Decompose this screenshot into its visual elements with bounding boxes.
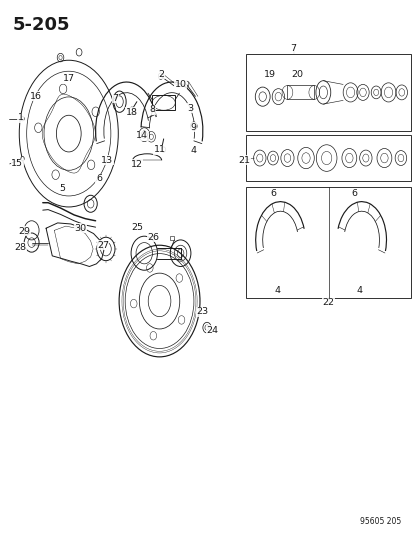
Text: 15: 15 <box>11 159 23 168</box>
Text: 19: 19 <box>263 70 275 78</box>
Text: 12: 12 <box>131 160 142 169</box>
Text: 23: 23 <box>195 307 208 316</box>
Bar <box>287 85 313 99</box>
Text: 11: 11 <box>153 145 165 154</box>
Bar <box>246 54 410 131</box>
Text: 26: 26 <box>147 233 159 242</box>
Text: 17: 17 <box>63 74 75 83</box>
Text: 7: 7 <box>112 94 118 103</box>
Text: 4: 4 <box>274 286 280 295</box>
Text: 6: 6 <box>96 174 102 183</box>
Text: 24: 24 <box>206 326 218 335</box>
Text: 30: 30 <box>74 224 86 233</box>
Text: 25: 25 <box>131 223 142 232</box>
Text: 21: 21 <box>237 156 249 165</box>
Text: 8: 8 <box>149 105 155 114</box>
Text: 3: 3 <box>187 103 193 112</box>
Circle shape <box>21 157 24 161</box>
Bar <box>246 187 410 298</box>
Text: 4: 4 <box>356 286 362 295</box>
Bar <box>169 236 174 240</box>
Text: 5: 5 <box>59 184 65 193</box>
Text: 5-205: 5-205 <box>13 15 70 34</box>
Text: 14: 14 <box>136 131 148 140</box>
Text: 9: 9 <box>190 123 196 132</box>
Text: 1: 1 <box>17 113 24 122</box>
Text: 10: 10 <box>174 79 186 88</box>
Text: 18: 18 <box>126 108 138 117</box>
Text: 28: 28 <box>14 243 26 252</box>
Text: 13: 13 <box>101 156 113 165</box>
Text: 16: 16 <box>30 92 42 101</box>
Circle shape <box>21 117 24 121</box>
Bar <box>246 135 410 181</box>
Text: 27: 27 <box>97 241 109 250</box>
Text: 20: 20 <box>291 70 303 78</box>
Text: 6: 6 <box>269 189 275 198</box>
Bar <box>152 95 175 110</box>
Text: 4: 4 <box>190 146 196 155</box>
Text: 95605 205: 95605 205 <box>359 517 400 526</box>
Text: 22: 22 <box>322 298 334 307</box>
Text: 29: 29 <box>19 227 31 236</box>
Text: 7: 7 <box>290 44 296 53</box>
Text: 2: 2 <box>158 70 164 78</box>
Text: 6: 6 <box>351 189 357 198</box>
